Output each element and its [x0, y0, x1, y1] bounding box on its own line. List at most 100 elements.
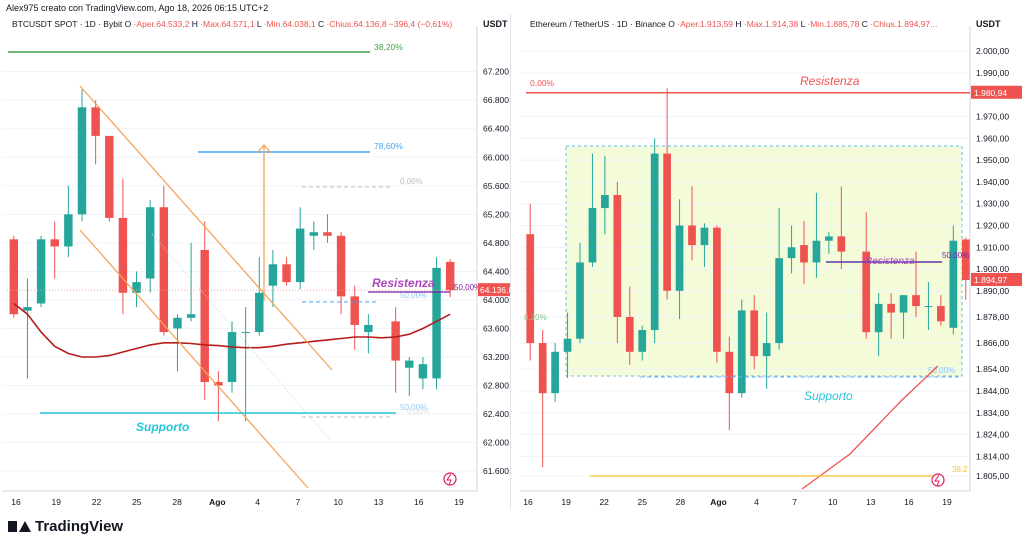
resistance-price-tag [971, 85, 1022, 99]
candle-body [227, 332, 237, 382]
trend-dotted-line [151, 233, 331, 441]
legend-part: C [862, 19, 871, 29]
y-tick-label: 64.000,0 [483, 295, 510, 305]
y-tick-label: 67.200,0 [483, 67, 510, 77]
support-label: Supporto [804, 389, 853, 403]
candle-body [787, 247, 796, 259]
candle-body [800, 245, 808, 263]
y-tick-label: 61.600,0 [483, 466, 510, 476]
legend-part: L [257, 19, 264, 29]
btc-chart-svg[interactable]: 67.200,0 66.800,0 66.400,0 66.000,0 65.600,0… [2, 14, 516, 509]
fib-50d-label: 0,00% [407, 407, 430, 416]
candle-body [77, 107, 87, 215]
fib-50a-label: 50,00% [400, 291, 427, 300]
event-icon [931, 473, 945, 487]
legend-part: BTCUSDT SPOT · 1D · Bybit [12, 19, 125, 29]
last-price-label: 1.894,97 [974, 275, 1007, 285]
candle-body [255, 292, 264, 333]
candle-body [949, 240, 958, 328]
candle-body [432, 267, 441, 379]
y-tick-label: 64.800,0 [483, 238, 510, 248]
candle-body [323, 232, 332, 236]
candle-body [563, 338, 572, 352]
btc-chart-panel[interactable]: 67.200,0 66.800,0 66.400,0 66.000,0 65.600,0… [2, 14, 516, 509]
y-tick-label: 66.800,0 [483, 95, 510, 105]
legend-part: ·Max.64.571,1 [200, 19, 257, 29]
fib-50b-label: 50,00% [454, 283, 481, 292]
currency-label: USDT [976, 19, 1001, 29]
candle-body [445, 261, 455, 291]
candle-body [23, 307, 32, 311]
y-tick-label: 1.890,00 [976, 286, 1009, 296]
legend-text: Ethereum / TetherUS · 1D · Binance O ·Ap… [530, 19, 937, 29]
candle-body [613, 194, 622, 317]
candle-body [36, 239, 46, 304]
candle-body [688, 225, 696, 246]
candle-body [700, 227, 709, 246]
candle-body [961, 239, 970, 280]
last-price-tag [478, 283, 510, 297]
candle-body [350, 296, 359, 325]
candle-body [937, 306, 945, 322]
resistance-label: Resistenza [372, 276, 435, 290]
candle-body [282, 264, 291, 283]
y-tick-label: 62.800,0 [483, 381, 510, 391]
x-tick-label: 16 [523, 497, 533, 507]
candle-body [9, 239, 19, 315]
candle-body [638, 330, 647, 352]
legend-part: C [318, 19, 327, 29]
candle-body [50, 239, 59, 247]
y-tick-label: 1.950,00 [976, 155, 1009, 165]
tradingview-logo: TradingView [8, 518, 123, 535]
legend-part: ·Min.64.038,1 [264, 19, 318, 29]
y-tick-label: 63.600,0 [483, 323, 510, 333]
y-tick-label: 1.940,00 [976, 177, 1009, 187]
candle-body [200, 250, 209, 382]
x-tick-label: 13 [866, 497, 876, 507]
candle-body [601, 194, 609, 209]
event-icon [443, 472, 457, 486]
x-tick-label: Ago [209, 497, 226, 507]
candle-body [241, 332, 250, 334]
legend-part: H [192, 19, 201, 29]
x-tick-label: 16 [904, 497, 914, 507]
candle-body [588, 208, 597, 263]
x-tick-label: 19 [454, 497, 464, 507]
lightning-icon [934, 474, 940, 487]
fib-0-label: 0,00% [400, 177, 423, 186]
lightning-icon [446, 473, 452, 486]
legend-part: O [125, 19, 134, 29]
y-tick-label: 66.400,0 [483, 124, 510, 134]
y-tick-label: 62.400,0 [483, 409, 510, 419]
candle-body [737, 310, 746, 394]
candle-body [862, 251, 871, 333]
inner-resistance-label: Resistenza [865, 256, 915, 267]
eth-chart-svg[interactable]: 2.000,00 1.990,00 1.970,00 1.960,00 1.950,00… [519, 14, 1022, 509]
candle-body [364, 324, 373, 333]
x-tick-label: Ago [710, 497, 727, 507]
candle-body [418, 364, 428, 379]
candle-body [295, 228, 305, 283]
candle-body [625, 316, 634, 352]
x-tick-label: 28 [172, 497, 182, 507]
x-tick-label: 19 [561, 497, 571, 507]
x-tick-label: 22 [599, 497, 609, 507]
legend-part: ·Min.1.885,78 [807, 19, 861, 29]
x-tick-label: 16 [414, 497, 424, 507]
channel-lower-line [79, 229, 309, 489]
candle-body [713, 227, 721, 352]
resistance-label: Resistenza [800, 74, 860, 88]
support-label: Supporto [136, 420, 189, 434]
y-tick-label: 65.600,0 [483, 181, 510, 191]
resistance-price-label: 1.980,94 [974, 88, 1007, 98]
candle-body [887, 303, 895, 313]
candle-body [825, 236, 833, 241]
candle-body [837, 236, 846, 252]
y-tick-label: 1.878,00 [976, 312, 1009, 322]
candle-body [551, 351, 559, 394]
candle-body [650, 153, 659, 331]
legend-part: ·Max.1.914,38 [744, 19, 801, 29]
candle-body [762, 343, 771, 357]
eth-chart-panel[interactable]: 2.000,00 1.990,00 1.970,00 1.960,00 1.950,00… [519, 14, 1022, 509]
legend-part: −396,4 (−0,61%) [389, 19, 452, 29]
